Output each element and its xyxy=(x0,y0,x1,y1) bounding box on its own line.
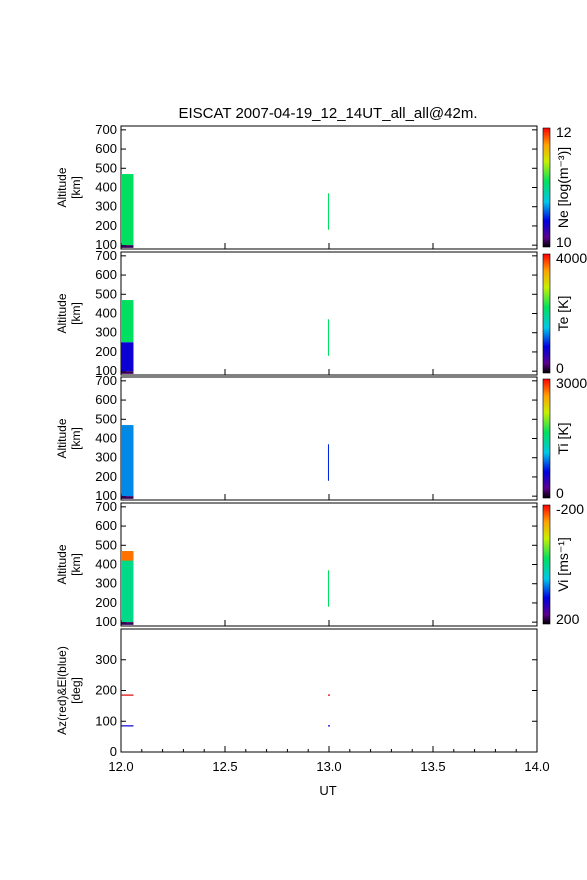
y-tick-label-2-0: 100 xyxy=(95,488,117,503)
y-axis-unit-3: [km] xyxy=(69,553,83,576)
y-tick-label-3-2: 300 xyxy=(95,576,117,591)
y-tick-label-4-3: 300 xyxy=(95,652,117,667)
data-block-2-2 xyxy=(327,444,329,481)
y-tick-label-1-5: 600 xyxy=(95,267,117,282)
y-axis-unit-2: [km] xyxy=(69,427,83,450)
y-tick-label-3-0: 100 xyxy=(95,614,117,629)
data-block-1-3 xyxy=(327,319,329,356)
y-tick-label-2-2: 300 xyxy=(95,450,117,465)
y-tick-label-4-1: 100 xyxy=(95,713,117,728)
data-block-1-2 xyxy=(121,371,134,374)
panel-frame-3 xyxy=(120,502,538,627)
data-block-3-2 xyxy=(121,622,134,625)
y-tick-label-1-3: 400 xyxy=(95,306,117,321)
colorbar-min-label-2: 0 xyxy=(556,485,564,501)
data-block-2-1 xyxy=(121,496,134,499)
y-tick-label-3-4: 500 xyxy=(95,537,117,552)
y-tick-label-4-2: 200 xyxy=(95,683,117,698)
y-tick-label-1-1: 200 xyxy=(95,344,117,359)
colorbar-frame-2 xyxy=(542,378,551,499)
data-block-2-0 xyxy=(121,425,134,497)
y-tick-label-0-2: 300 xyxy=(95,199,117,214)
y-tick-label-0-6: 700 xyxy=(95,122,117,137)
data-block-0-0 xyxy=(121,174,134,246)
y-tick-label-2-4: 500 xyxy=(95,411,117,426)
y-tick-label-4-0: 0 xyxy=(110,744,117,759)
colorbar-min-label-0: 10 xyxy=(556,234,572,250)
x-tick-label-4: 14.0 xyxy=(524,759,549,774)
colorbar-label-2: Ti [K] xyxy=(555,422,571,454)
colorbar-max-label-2: 3000 xyxy=(556,375,587,391)
y-axis-label-1: Altitude xyxy=(55,293,69,333)
y-tick-label-3-1: 200 xyxy=(95,595,117,610)
x-axis-label: UT xyxy=(319,783,336,798)
y-tick-label-1-2: 300 xyxy=(95,325,117,340)
colorbar-frame-0 xyxy=(542,127,551,248)
y-axis-label-0: Altitude xyxy=(55,167,69,207)
y-tick-label-0-1: 200 xyxy=(95,218,117,233)
y-tick-label-0-0: 100 xyxy=(95,237,117,252)
colorbar-frame-3 xyxy=(542,504,551,625)
data-block-3-3 xyxy=(327,570,329,607)
y-tick-label-0-5: 600 xyxy=(95,141,117,156)
y-axis-label-3: Altitude xyxy=(55,544,69,584)
y-tick-label-2-1: 200 xyxy=(95,469,117,484)
y-tick-label-2-5: 600 xyxy=(95,392,117,407)
x-tick-label-1: 12.5 xyxy=(212,759,237,774)
colorbar-max-label-3: -200 xyxy=(556,501,584,517)
panel-frame-4 xyxy=(120,628,538,753)
colorbar-label-0: Ne [log(m⁻³)] xyxy=(555,147,571,228)
data-block-1-0 xyxy=(121,300,134,343)
y-axis-unit-1: [km] xyxy=(69,302,83,325)
colorbar-1 xyxy=(543,254,550,373)
y-tick-label-0-3: 400 xyxy=(95,180,117,195)
colorbar-min-label-1: 0 xyxy=(556,360,564,376)
colorbar-label-3: Vi [ms⁻¹] xyxy=(555,537,571,592)
y-tick-label-3-5: 600 xyxy=(95,518,117,533)
data-block-3-1 xyxy=(121,551,134,561)
data-block-1-1 xyxy=(121,342,134,372)
panel-frame-0 xyxy=(120,125,538,250)
y-axis-label-4: Az(red)&El(blue) xyxy=(55,646,69,735)
x-tick-label-3: 13.5 xyxy=(420,759,445,774)
colorbar-2 xyxy=(543,379,550,498)
y-tick-label-2-6: 700 xyxy=(95,373,117,388)
colorbar-min-label-3: 200 xyxy=(556,611,580,627)
y-axis-unit-0: [km] xyxy=(69,176,83,199)
x-tick-label-0: 12.0 xyxy=(108,759,133,774)
y-tick-label-3-3: 400 xyxy=(95,557,117,572)
y-axis-unit-4: [deg] xyxy=(69,677,83,704)
colorbar-label-1: Te [K] xyxy=(555,296,571,332)
y-axis-label-2: Altitude xyxy=(55,418,69,458)
y-tick-label-2-3: 400 xyxy=(95,431,117,446)
y-tick-label-3-6: 700 xyxy=(95,499,117,514)
colorbar-max-label-1: 4000 xyxy=(556,250,587,266)
colorbar-3 xyxy=(543,505,550,624)
y-tick-label-0-4: 500 xyxy=(95,160,117,175)
colorbar-frame-1 xyxy=(542,253,551,374)
chart-title: EISCAT 2007-04-19_12_14UT_all_all@42m. xyxy=(178,105,477,122)
colorbar-max-label-0: 12 xyxy=(556,124,572,140)
y-tick-label-1-0: 100 xyxy=(95,363,117,378)
data-block-3-0 xyxy=(121,551,134,623)
data-block-0-1 xyxy=(121,245,134,248)
x-tick-label-2: 13.0 xyxy=(316,759,341,774)
panel-frame-2 xyxy=(120,376,538,501)
y-tick-label-1-4: 500 xyxy=(95,286,117,301)
colorbar-0 xyxy=(543,128,550,247)
data-block-0-2 xyxy=(327,193,329,230)
y-tick-label-1-6: 700 xyxy=(95,248,117,263)
panel-frame-1 xyxy=(120,251,538,376)
